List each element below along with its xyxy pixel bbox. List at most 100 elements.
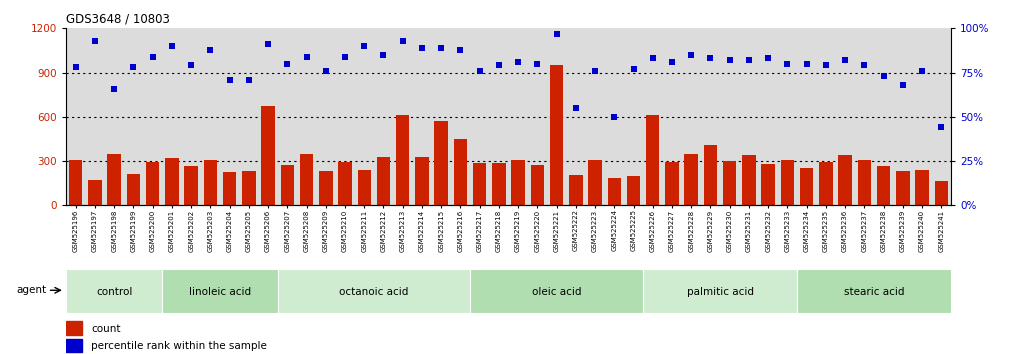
Bar [646,115,659,205]
Bar [550,65,563,205]
Point [222,77,238,82]
Point [856,63,873,68]
Bar [66,339,82,352]
Bar [570,175,583,205]
Bar [857,160,872,205]
Point [760,56,776,61]
Point [144,54,161,59]
Point [183,63,199,68]
Point [645,56,661,61]
Bar [626,176,641,205]
Bar [800,169,814,205]
Text: control: control [96,287,132,297]
Point [453,47,469,52]
Bar [684,154,698,205]
Bar [165,158,179,205]
Point [164,43,180,49]
Bar [434,121,447,205]
Point [779,61,795,67]
Point [606,114,622,120]
Text: palmitic acid: palmitic acid [686,287,754,297]
Bar [665,162,678,205]
Point [625,66,642,72]
Bar [300,154,313,205]
Text: agent: agent [16,285,47,295]
Point [703,56,719,61]
Point [818,63,834,68]
Point [837,57,853,63]
Bar [281,166,294,205]
Point [587,68,603,74]
Bar [127,175,140,205]
Point [433,45,450,51]
Bar [781,160,794,205]
FancyBboxPatch shape [797,269,951,313]
Bar [66,321,82,335]
Point [317,68,334,74]
Point [260,41,277,47]
FancyBboxPatch shape [470,269,643,313]
Point [472,68,488,74]
Bar [261,107,275,205]
FancyBboxPatch shape [66,269,163,313]
Text: oleic acid: oleic acid [532,287,582,297]
Bar [473,163,486,205]
Bar [184,166,198,205]
Point [529,61,545,67]
Bar [203,160,217,205]
Point [337,54,353,59]
Bar [607,178,621,205]
Point [567,105,584,111]
Point [934,125,950,130]
Point [895,82,911,88]
Text: percentile rank within the sample: percentile rank within the sample [91,341,266,350]
Bar [145,162,160,205]
Point [876,73,892,79]
Point [664,59,680,65]
Bar [588,160,602,205]
Bar [742,155,756,205]
Bar [704,145,717,205]
Bar [531,166,544,205]
Point [202,47,219,52]
Bar [935,181,948,205]
Point [279,61,296,67]
Point [125,64,141,70]
Point [106,86,122,91]
FancyBboxPatch shape [278,269,470,313]
Bar [358,170,371,205]
Point [395,38,411,44]
FancyBboxPatch shape [163,269,278,313]
Bar [396,115,410,205]
Bar [223,172,236,205]
Text: octanoic acid: octanoic acid [340,287,409,297]
Point [414,45,430,51]
Bar [108,154,121,205]
FancyBboxPatch shape [643,269,797,313]
Point [356,43,372,49]
Point [86,38,103,44]
Point [298,54,314,59]
Text: GDS3648 / 10803: GDS3648 / 10803 [66,13,170,26]
Bar [896,171,909,205]
Bar [819,162,833,205]
Point [510,59,526,65]
Point [683,52,700,58]
Text: linoleic acid: linoleic acid [189,287,251,297]
Bar [242,171,255,205]
Point [375,52,392,58]
Text: stearic acid: stearic acid [844,287,904,297]
Bar [512,160,525,205]
Bar [915,170,929,205]
Bar [415,156,429,205]
Bar [69,160,82,205]
Bar [454,139,467,205]
Point [798,61,815,67]
Bar [723,161,736,205]
Point [914,68,931,74]
Bar [877,166,890,205]
Text: count: count [91,324,120,333]
Point [491,63,507,68]
Point [740,57,757,63]
Point [548,31,564,36]
